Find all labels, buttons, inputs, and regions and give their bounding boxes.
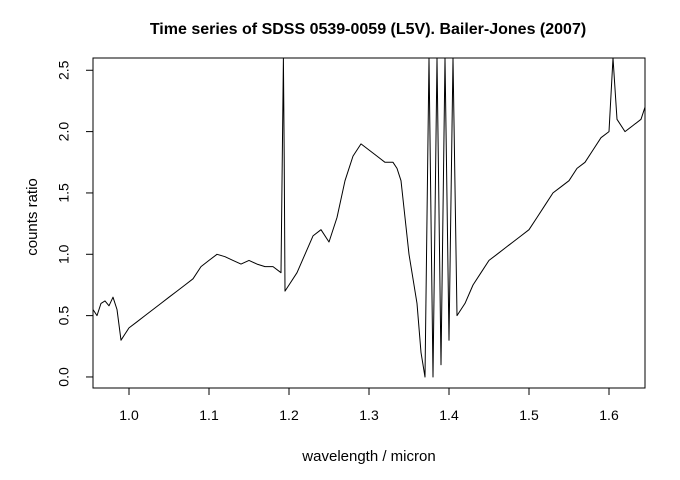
plot-frame xyxy=(92,57,646,389)
chart-title: Time series of SDSS 0539-0059 (L5V). Bai… xyxy=(150,21,586,38)
x-tick-label: 1.4 xyxy=(439,407,459,423)
x-tick-label: 1.3 xyxy=(359,407,379,423)
y-tick-label: 0.0 xyxy=(56,367,72,387)
y-tick-label: 0.5 xyxy=(56,306,72,326)
x-axis-label: wavelength / micron xyxy=(301,448,435,465)
y-tick-label: 1.5 xyxy=(56,183,72,203)
x-tick-label: 1.6 xyxy=(599,407,619,423)
x-tick-label: 1.1 xyxy=(199,407,219,423)
x-tick-label: 1.0 xyxy=(119,407,139,423)
y-tick-label: 2.5 xyxy=(56,60,72,80)
y-axis-label: counts ratio xyxy=(24,178,41,256)
x-tick-label: 1.5 xyxy=(519,407,539,423)
x-tick-label: 1.2 xyxy=(279,407,299,423)
series-layer xyxy=(92,57,646,378)
x-axis: 1.0 1.1 1.2 1.3 1.4 1.5 1.6 xyxy=(119,388,619,423)
y-tick-label: 1.0 xyxy=(56,244,72,264)
y-tick-label: 2.0 xyxy=(56,122,72,142)
series-line xyxy=(92,57,646,378)
y-axis: 0.0 0.5 1.0 1.5 2.0 2.5 xyxy=(56,60,93,387)
